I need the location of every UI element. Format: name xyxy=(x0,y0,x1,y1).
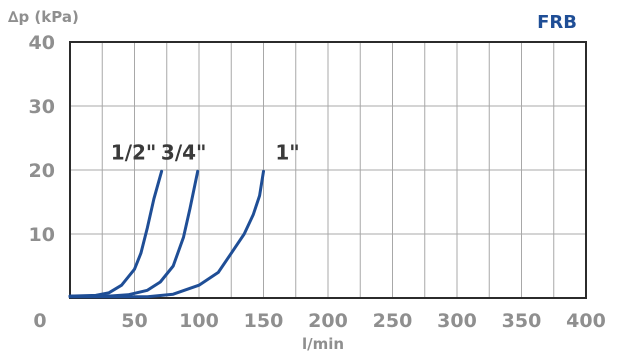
y-tick-label: 20 xyxy=(29,160,55,182)
x-tick-label: 200 xyxy=(308,310,348,332)
tick-labels: 0 50 100 150 200 250 300 350 400 10 20 30 40 xyxy=(29,32,606,332)
brand-label: FRB xyxy=(537,12,577,33)
series-labels: 1/2" 3/4" 1" xyxy=(111,140,300,164)
y-axis-label: ∆p (kPa) xyxy=(8,8,79,26)
series-label: 1" xyxy=(275,140,299,164)
x-tick-label: 50 xyxy=(121,310,147,332)
series-label: 3/4" xyxy=(161,140,207,164)
x-tick-label: 100 xyxy=(179,310,219,332)
series-line xyxy=(68,169,265,299)
x-axis-label: l/min xyxy=(302,335,344,353)
x-tick-label: 400 xyxy=(566,310,606,332)
x-tick-label: 150 xyxy=(244,310,284,332)
y-tick-label: 30 xyxy=(29,96,55,118)
x-tick-label: 0 xyxy=(33,310,46,332)
x-tick-label: 250 xyxy=(373,310,413,332)
x-tick-label: 300 xyxy=(437,310,477,332)
y-tick-label: 10 xyxy=(29,224,55,246)
grid xyxy=(69,41,587,299)
plot-frame xyxy=(69,41,587,299)
series-label: 1/2" xyxy=(111,140,157,164)
y-tick-label: 40 xyxy=(29,32,55,54)
series-lines xyxy=(68,169,265,299)
x-tick-label: 350 xyxy=(502,310,542,332)
series-line xyxy=(68,169,164,298)
